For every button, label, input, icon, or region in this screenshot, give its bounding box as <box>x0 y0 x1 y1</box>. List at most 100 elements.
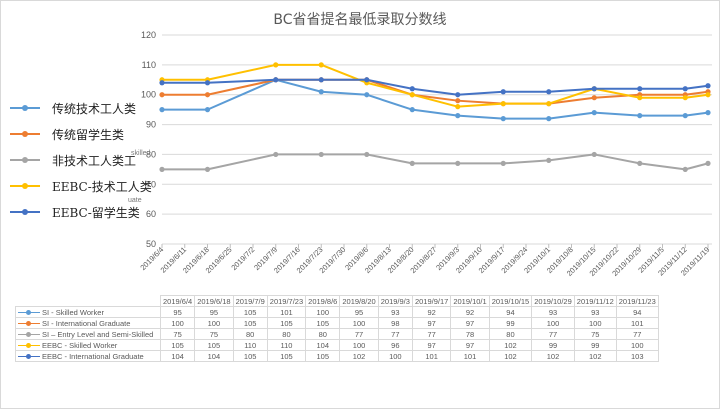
data-point <box>546 89 552 95</box>
table-cell: 99 <box>531 339 575 351</box>
table-cell: 100 <box>615 339 659 351</box>
legend-key-icon <box>18 332 40 338</box>
data-point <box>637 113 643 119</box>
table-cell: 99 <box>573 339 617 351</box>
table-cell: 75 <box>573 328 617 340</box>
table-cell: 80 <box>266 328 307 340</box>
table-cell: 77 <box>411 328 452 340</box>
line-marker-icon <box>10 103 40 113</box>
data-point <box>204 92 211 98</box>
data-point <box>409 86 415 92</box>
table-cell: 77 <box>339 328 379 340</box>
row-header: EEBC - International Graduate <box>15 350 161 362</box>
table-cell: 80 <box>305 328 341 340</box>
data-point <box>591 110 597 116</box>
row-label: SI - International Graduate <box>42 318 131 328</box>
chart-title: BC省省提名最低录取分数线 <box>273 12 447 28</box>
data-point <box>500 89 506 95</box>
y-tick-label: 60 <box>146 209 156 219</box>
table-cell: 77 <box>377 328 413 340</box>
column-header: 2019/7/23 <box>266 295 307 307</box>
data-point <box>705 110 711 116</box>
table-cell: 105 <box>159 339 196 351</box>
y-tick-label: 120 <box>141 30 156 40</box>
column-header: 2019/11/23 <box>615 295 659 307</box>
legend-item: 传统技术工人类 <box>10 95 152 121</box>
table-row: EEBC - Skilled Worker 105 105 110 110 104 100 9… <box>15 339 659 351</box>
data-point <box>409 92 415 98</box>
row-header: SI - Skilled Worker <box>15 306 161 318</box>
data-point <box>204 166 211 172</box>
table-cell: 110 <box>232 339 268 351</box>
table-cell: 101 <box>411 350 452 362</box>
data-point <box>204 80 211 86</box>
overlap-text-fragment: uate <box>128 197 142 204</box>
table-cell: 102 <box>531 350 575 362</box>
legend-key-icon <box>18 310 40 316</box>
data-point <box>318 62 324 68</box>
data-point <box>364 77 370 83</box>
table-cell: 101 <box>266 306 307 318</box>
data-point <box>273 77 279 83</box>
table-cell: 97 <box>450 317 490 329</box>
data-point <box>500 101 506 107</box>
table-cell: 100 <box>377 350 413 362</box>
table-cell: 100 <box>339 339 379 351</box>
column-header: 2019/10/1 <box>450 295 490 307</box>
legend-label: EEBC-留学生类 <box>52 205 140 220</box>
series-line <box>162 78 709 120</box>
legend-label: 传统留学生类 <box>52 127 125 142</box>
table-header-row: 2019/6/4 2019/6/18 2019/7/9 2019/7/23 20… <box>16 295 659 307</box>
table-cell: 99 <box>488 317 533 329</box>
x-tick-label: 2019/7/2 <box>229 245 256 272</box>
table-cell: 101 <box>615 317 659 329</box>
data-point <box>591 86 597 92</box>
y-tick-label: 80 <box>146 149 156 159</box>
data-point <box>637 86 643 92</box>
data-point <box>455 160 461 166</box>
table-cell: 100 <box>194 317 234 329</box>
table-cell: 104 <box>194 350 234 362</box>
y-tick-label: 110 <box>142 60 156 70</box>
overlap-text-fragment: skilled <box>131 150 151 157</box>
y-tick-label: 90 <box>146 120 156 130</box>
table-cell: 104 <box>305 339 341 351</box>
table-cell: 100 <box>573 317 617 329</box>
row-label: EEBC - International Graduate <box>42 351 144 361</box>
line-marker-icon <box>10 155 40 165</box>
table-cell: 94 <box>615 306 659 318</box>
table-cell: 93 <box>573 306 617 318</box>
data-point <box>591 95 597 101</box>
table-cell: 98 <box>377 317 413 329</box>
data-point <box>546 157 552 163</box>
data-point <box>682 166 688 172</box>
legend-label: EEBC-技术工人类 <box>52 179 152 194</box>
data-point <box>409 107 415 113</box>
legend-item: EEBC-技术工人类 <box>10 173 152 199</box>
data-point <box>159 92 165 98</box>
data-point <box>409 160 415 166</box>
legend-label: 传统技术工人类 <box>52 101 137 116</box>
line-marker-icon <box>10 207 40 217</box>
table-cell: 105 <box>305 350 341 362</box>
table-cell: 80 <box>488 328 533 340</box>
table-cell: 77 <box>531 328 575 340</box>
row-label: SI - Skilled Worker <box>42 307 104 317</box>
table-cell: 95 <box>339 306 379 318</box>
row-label: SI – Entry Level and Semi-Skilled <box>42 329 154 339</box>
data-table: 2019/6/4 2019/6/18 2019/7/9 2019/7/23 20… <box>15 295 659 362</box>
legend-key-icon <box>18 321 40 327</box>
series-line <box>162 153 709 171</box>
table-cell: 100 <box>159 317 196 329</box>
data-point <box>364 92 370 98</box>
table-cell: 105 <box>232 306 268 318</box>
data-point <box>273 151 279 158</box>
column-header: 2019/10/15 <box>488 295 533 307</box>
table-cell: 102 <box>339 350 379 362</box>
column-header: 2019/7/9 <box>232 295 268 307</box>
table-cell: 80 <box>232 328 268 340</box>
table-cell: 75 <box>159 328 196 340</box>
data-point <box>455 104 461 110</box>
data-point <box>705 83 711 89</box>
line-chart-plot: 50607080901001101202019/6/42019/6/112019… <box>138 30 712 278</box>
